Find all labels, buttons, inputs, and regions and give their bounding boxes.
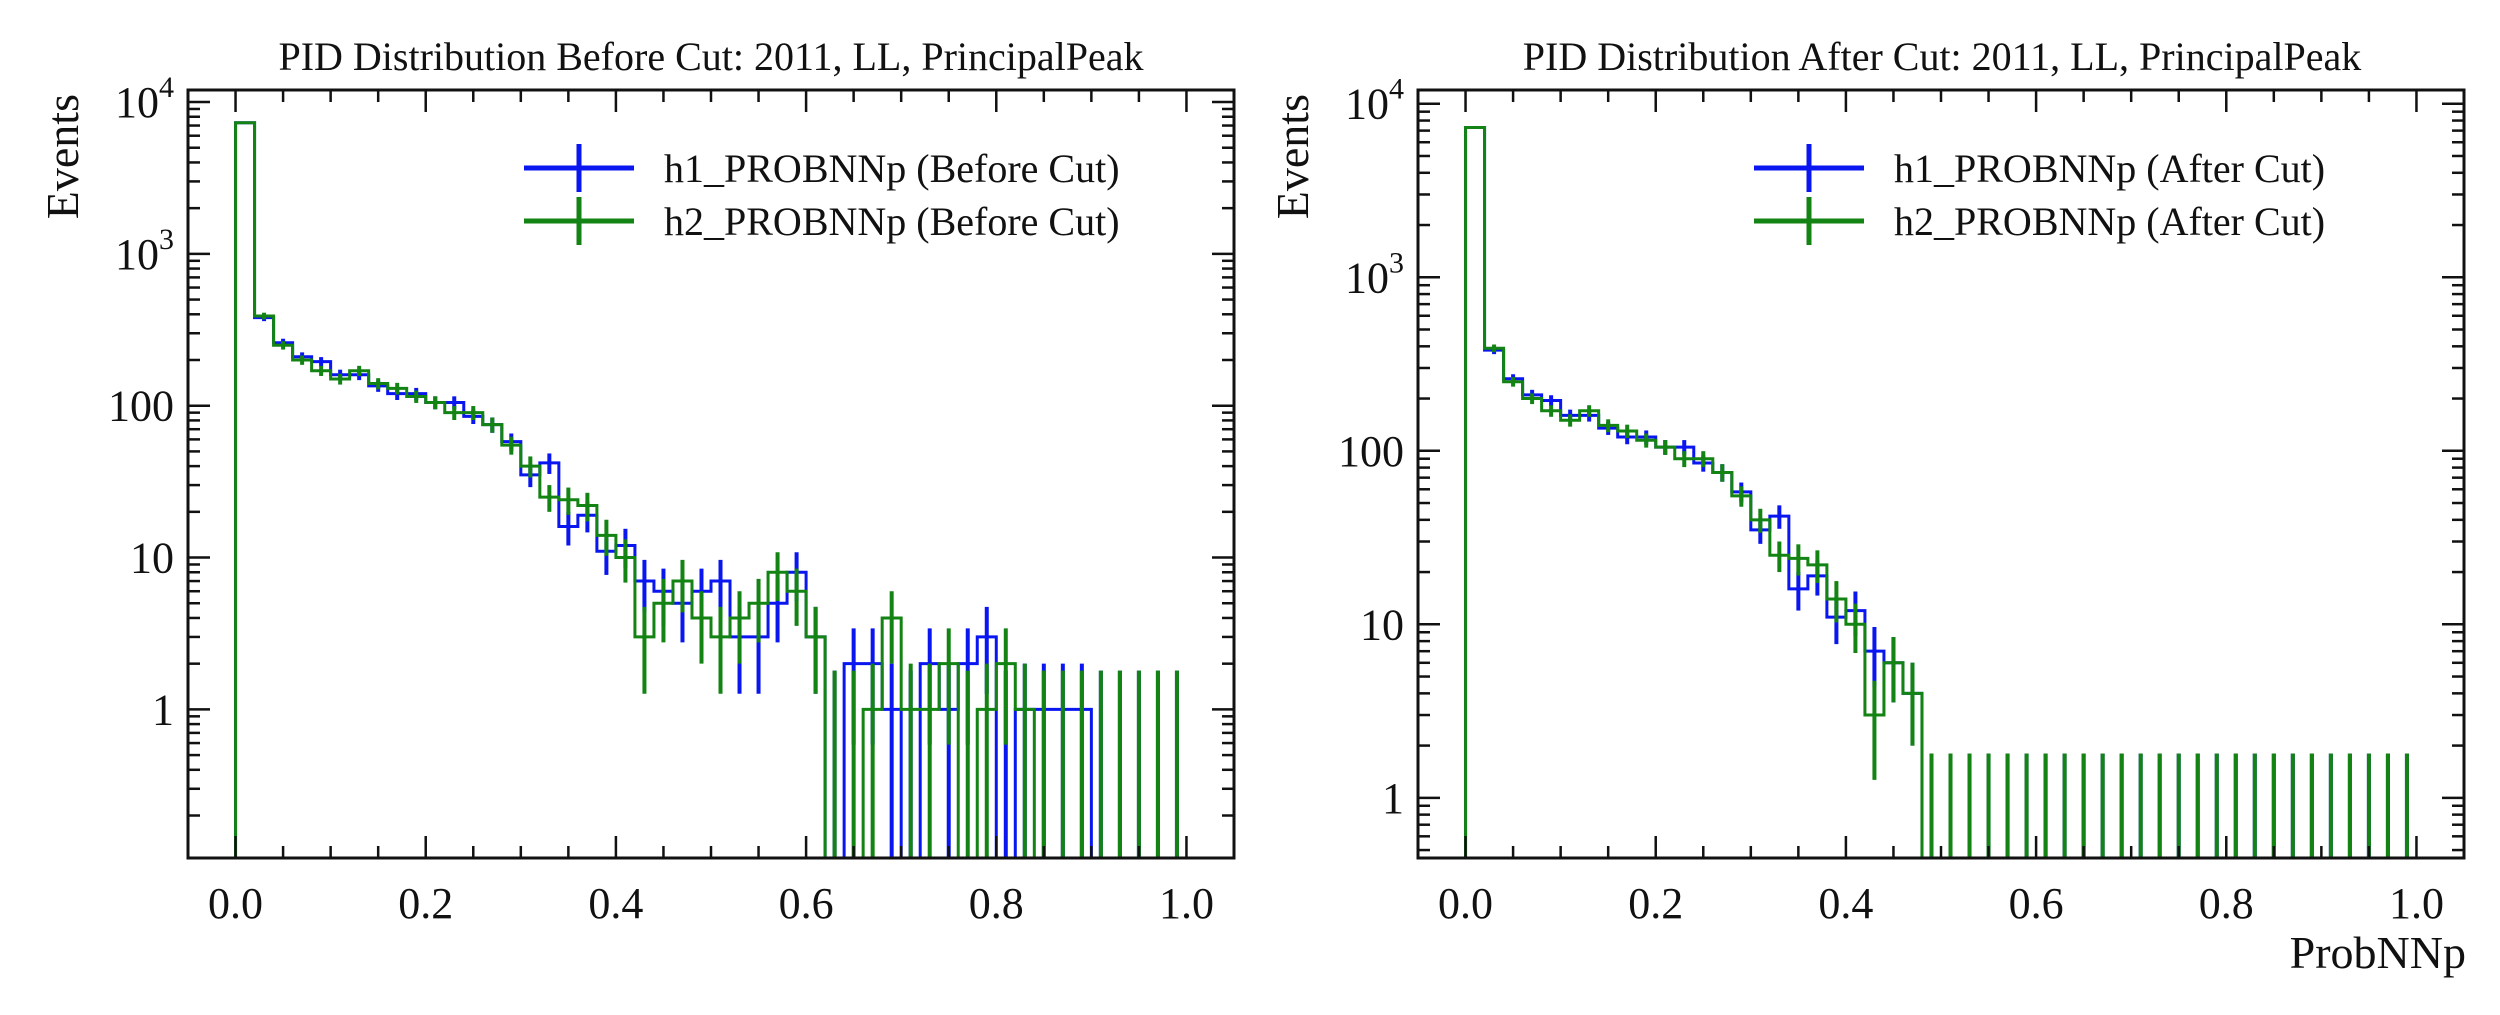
y-tick-label: 104 bbox=[115, 71, 174, 127]
x-tick-label: 0.0 bbox=[208, 879, 263, 928]
y-tick-label: 100 bbox=[108, 382, 174, 431]
x-tick-label: 0.2 bbox=[398, 879, 453, 928]
legend-label: h2_PROBNNp (After Cut) bbox=[1894, 199, 2325, 244]
x-tick-label: 0.6 bbox=[779, 879, 834, 928]
y-tick-label: 10 bbox=[1360, 600, 1404, 649]
y-tick-label: 1 bbox=[1382, 774, 1404, 823]
y-tick-label: 103 bbox=[1345, 246, 1404, 302]
x-tick-label: 0.0 bbox=[1438, 879, 1493, 928]
legend-item-1: h1_PROBNNp (Before Cut) bbox=[524, 144, 1120, 192]
y-tick-label: 103 bbox=[115, 223, 174, 279]
x-axis-label: ProbNNp bbox=[2290, 927, 2466, 978]
chart-title: PID Distribution After Cut: 2011, LL, Pr… bbox=[1523, 34, 2361, 79]
x-tick-label: 0.6 bbox=[2009, 879, 2064, 928]
y-tick-label: 104 bbox=[1345, 73, 1404, 129]
y-axis-label: Events bbox=[37, 94, 88, 219]
x-tick-label: 0.4 bbox=[1818, 879, 1873, 928]
y-tick-label: 100 bbox=[1338, 427, 1404, 476]
data-layer bbox=[234, 121, 1179, 858]
panel-before-cut: PID Distribution Before Cut: 2011, LL, P… bbox=[37, 34, 1236, 928]
histogram-step bbox=[1464, 125, 1924, 858]
legend-item-2: h2_PROBNNp (After Cut) bbox=[1754, 197, 2325, 245]
y-axis-label: Events bbox=[1267, 94, 1318, 219]
series-2 bbox=[234, 121, 1179, 858]
legend-label: h1_PROBNNp (After Cut) bbox=[1894, 146, 2325, 191]
data-layer bbox=[1464, 125, 2409, 858]
histogram-step bbox=[234, 121, 1036, 858]
legend: h1_PROBNNp (Before Cut) h2_PROBNNp (Befor… bbox=[524, 144, 1120, 245]
x-tick-label: 1.0 bbox=[1159, 879, 1214, 928]
x-tick-label: 0.2 bbox=[1628, 879, 1683, 928]
y-tick-label: 1 bbox=[152, 685, 174, 734]
legend-label: h1_PROBNNp (Before Cut) bbox=[664, 146, 1120, 191]
x-tick-label: 1.0 bbox=[2389, 879, 2444, 928]
panel-after-cut: PID Distribution After Cut: 2011, LL, Pr… bbox=[1267, 34, 2466, 928]
legend-label: h2_PROBNNp (Before Cut) bbox=[664, 199, 1120, 244]
series-2 bbox=[1464, 125, 2409, 858]
x-tick-label: 0.8 bbox=[2199, 879, 2254, 928]
x-tick-label: 0.8 bbox=[969, 879, 1024, 928]
legend-item-2: h2_PROBNNp (Before Cut) bbox=[524, 197, 1120, 245]
y-tick-label: 10 bbox=[130, 534, 174, 583]
legend-item-1: h1_PROBNNp (After Cut) bbox=[1754, 144, 2325, 192]
x-tick-label: 0.4 bbox=[588, 879, 643, 928]
chart-title: PID Distribution Before Cut: 2011, LL, P… bbox=[278, 34, 1143, 79]
legend: h1_PROBNNp (After Cut) h2_PROBNNp (After … bbox=[1754, 144, 2325, 245]
